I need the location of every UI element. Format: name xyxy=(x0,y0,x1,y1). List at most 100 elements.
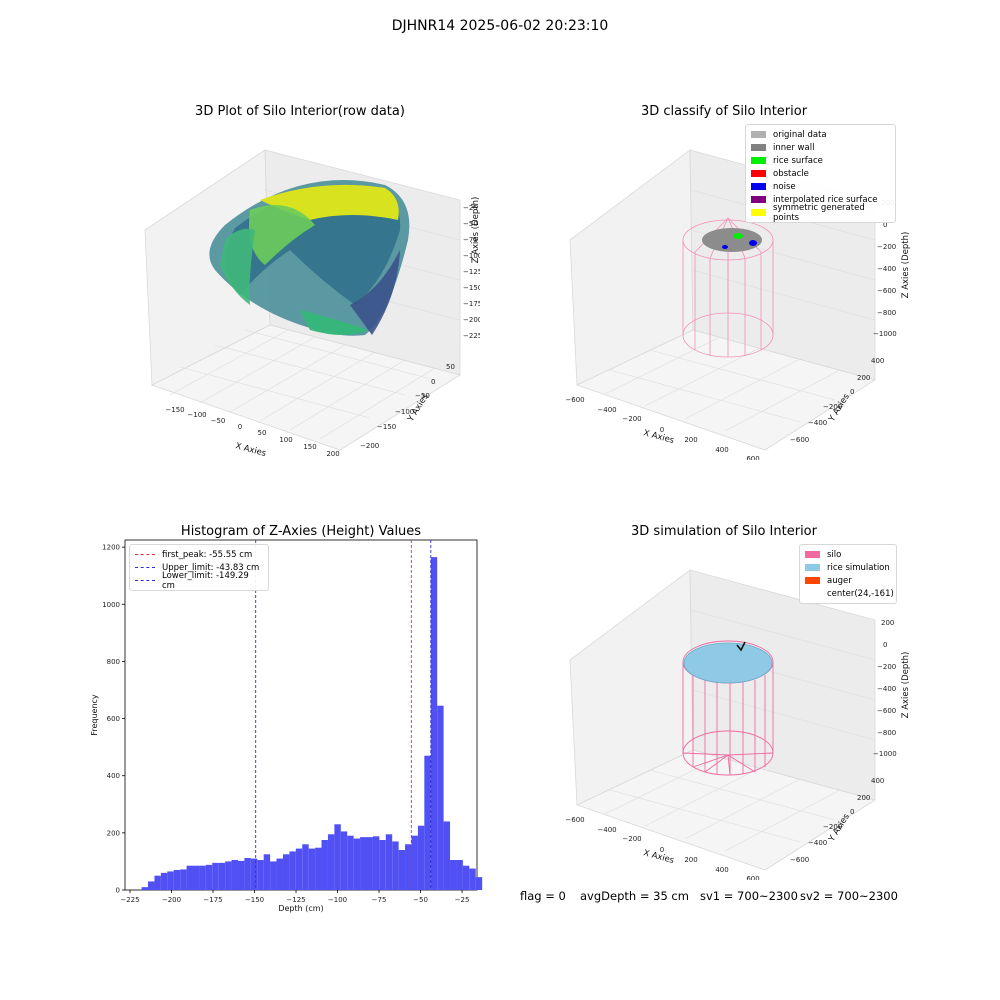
hist-bar xyxy=(379,840,386,890)
classify3d-y-tick: −200 xyxy=(823,403,842,411)
hist-bar xyxy=(417,825,425,890)
hist-x-ticks: −225 −200 −175 −150 −125 −100 −75 −50 −25 xyxy=(120,890,469,904)
hist-bar xyxy=(167,871,174,890)
legend-item-center: center(24,-161) xyxy=(805,587,894,600)
hist-bar xyxy=(353,838,361,890)
hist-bar xyxy=(456,860,463,890)
classify3d-y-tick: −600 xyxy=(790,436,809,444)
legend-item-interpolated-rice-surface: interpolated rice surface xyxy=(751,193,890,206)
classify3d-x-tick: 200 xyxy=(684,436,697,444)
classify3d-rice-surface-points xyxy=(733,233,743,239)
sim3d-title: 3D simulation of Silo Interior xyxy=(631,524,817,539)
hist-bar xyxy=(282,854,290,890)
hist-bar xyxy=(347,835,354,890)
raw3d-z-tick: −50 xyxy=(463,220,478,228)
hist-bar xyxy=(450,860,457,890)
hist-x-tick-label: −50 xyxy=(413,896,428,904)
raw3d-x-tick: −50 xyxy=(211,417,226,425)
legend-swatch xyxy=(751,157,766,164)
hist-x-tick-label: −175 xyxy=(203,896,222,904)
classify3d-silo-cylinder xyxy=(682,217,774,358)
raw3d-x-tick: −150 xyxy=(165,406,184,414)
hist-bar xyxy=(443,821,451,890)
hist-bar xyxy=(411,835,418,890)
classify3d-y-ticks: 400 200 0 −200 −400 −600 xyxy=(790,357,884,444)
legend-swatch xyxy=(751,209,766,216)
hist-bar xyxy=(295,848,303,890)
classify3d-z-tick: −600 xyxy=(877,287,896,295)
legend-item-rice-surface: rice surface xyxy=(751,154,890,167)
hist-y-tick-label: 1000 xyxy=(102,601,120,609)
hist-vlines xyxy=(255,540,432,890)
hist-bar xyxy=(430,557,438,890)
hist-bar xyxy=(424,755,431,890)
raw3d-floor-pane xyxy=(150,324,461,451)
hist-legend: first_peak: -55.55 cm Upper_limit: -43.8… xyxy=(129,544,269,591)
hist-bar xyxy=(327,834,335,890)
hist-bar xyxy=(315,847,322,890)
legend-item-lower-limit: Lower_limit: -149.29 cm xyxy=(135,571,263,591)
hist-y-tick-label: 1200 xyxy=(102,544,120,552)
hist-bar xyxy=(141,887,149,890)
classify3d-noise-points xyxy=(722,245,728,249)
legend-swatch xyxy=(805,551,820,558)
hist-x-tick-label: −25 xyxy=(455,896,470,904)
status-avg-depth: avgDepth = 35 cm xyxy=(580,889,689,903)
sim3d-x-ticks: −600 −400 −200 0 200 400 600 xyxy=(565,816,759,880)
classify3d-z-tick: −800 xyxy=(877,309,896,317)
figure-title: DJHNR14 2025-06-02 20:23:10 xyxy=(391,18,609,34)
hist-bar xyxy=(405,844,412,890)
sim3d-z-tick: −1000 xyxy=(873,750,897,758)
classify3d-x-ticks: −600 −400 −200 0 200 400 600 xyxy=(565,396,759,460)
raw3d-z-tick: −100 xyxy=(463,252,480,260)
legend-swatch xyxy=(751,183,766,190)
hist-x-tick-label: −100 xyxy=(328,896,347,904)
raw3d-y-tick: −50 xyxy=(415,392,430,400)
hist-xlabel: Depth (cm) xyxy=(278,904,323,913)
hist-bar xyxy=(263,854,271,890)
raw3d-plot: −150 −100 −50 0 50 100 150 200 X Axies 5… xyxy=(144,149,480,459)
raw3d-title: 3D Plot of Silo Interior(row data) xyxy=(195,104,405,119)
hist-title: Histogram of Z-Axies (Height) Values xyxy=(180,524,422,539)
hist-bar xyxy=(276,858,283,890)
sim3d-y-tick: 400 xyxy=(871,777,884,785)
classify3d-z-tick: −400 xyxy=(877,265,896,273)
status-sv2: sv2 = 700~2300 xyxy=(800,889,898,903)
sim3d-z-tick: 200 xyxy=(881,619,894,627)
classify3d-x-tick: −400 xyxy=(597,406,616,414)
hist-bar xyxy=(148,881,155,890)
raw3d-y-ticks: 50 0 −50 −100 −150 −200 xyxy=(360,363,455,450)
raw3d-x-tick: −100 xyxy=(187,411,206,419)
sim3d-z-ticks: 200 0 −200 −400 −600 −800 −1000 xyxy=(873,619,897,758)
sim3d-y-tick: 200 xyxy=(857,794,870,802)
hist-bar xyxy=(186,865,194,890)
hist-bar xyxy=(199,865,206,890)
hist-ylabel: Frequency xyxy=(90,694,99,736)
sim3d-y-tick: −600 xyxy=(790,856,809,864)
hist-bar xyxy=(437,705,444,890)
raw3d-y-tick: 50 xyxy=(446,363,455,371)
classify3d-x-tick: 600 xyxy=(746,455,759,460)
status-flag: flag = 0 xyxy=(520,889,566,903)
sim3d-z-tick: −400 xyxy=(877,685,896,693)
sim3d-auger-marker xyxy=(736,641,746,652)
classify3d-inner-wall-points xyxy=(702,228,762,252)
hist-bar xyxy=(366,837,373,890)
classify3d-title: 3D classify of Silo Interior xyxy=(640,104,808,119)
hist-bar xyxy=(237,860,245,890)
hist-bar xyxy=(475,877,483,890)
raw3d-bowl-surface xyxy=(209,180,410,336)
hist-bar xyxy=(392,841,399,890)
raw3d-z-tick: −75 xyxy=(463,236,478,244)
classify3d-x-tick: −200 xyxy=(622,415,641,423)
legend-item-symmetric-generated-points: symmetric generated points xyxy=(751,203,890,223)
sim3d-z-tick: −600 xyxy=(877,707,896,715)
legend-swatch xyxy=(751,144,766,151)
sim3d-zlabel: Z Axies (Depth) xyxy=(901,652,911,719)
classify3d-noise-points xyxy=(749,240,757,246)
raw3d-zlabel: Z Axies (Depth) xyxy=(471,197,480,264)
legend-swatch xyxy=(751,170,766,177)
raw3d-y-tick: −150 xyxy=(377,423,396,431)
sim3d-x-tick: 200 xyxy=(684,856,697,864)
hist-bar xyxy=(289,851,296,890)
